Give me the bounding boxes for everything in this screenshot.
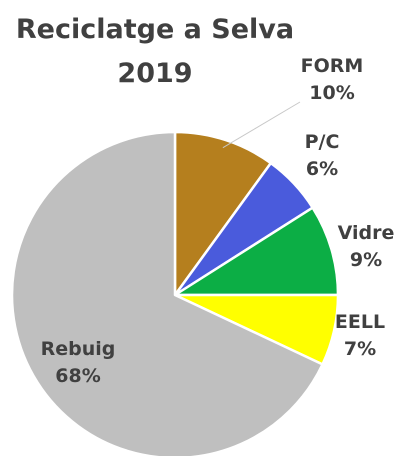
slice-label-name-eell: EELL bbox=[335, 311, 385, 333]
slice-label-value-form: 10% bbox=[309, 82, 354, 104]
pie-slices bbox=[10, 130, 340, 456]
slice-label-name-form: FORM bbox=[301, 55, 364, 77]
slice-label-value-eell: 7% bbox=[344, 338, 376, 360]
slice-label-value-vidre: 9% bbox=[350, 249, 382, 271]
chart-title-line-2: 2019 bbox=[117, 58, 192, 89]
slice-label-name-vidre: Vidre bbox=[338, 222, 395, 244]
pie-slice-vidre bbox=[173, 206, 340, 297]
slice-label-value-rebuig: 68% bbox=[55, 365, 100, 387]
slice-label-value-p-c: 6% bbox=[306, 158, 338, 180]
chart-title-line-1: Reciclatge a Selva bbox=[16, 14, 294, 45]
pie-slice-rebuig bbox=[10, 130, 324, 456]
leader-lines bbox=[222, 101, 301, 149]
chart-title: Reciclatge a Selva 2019 bbox=[16, 14, 294, 89]
leader-line-form bbox=[222, 101, 301, 149]
slice-labels: FORM 10% P/C 6% Vidre 9% EELL 7% Rebuig 68% bbox=[41, 55, 395, 387]
pie-slice-form bbox=[173, 130, 273, 297]
slice-label-name-rebuig: Rebuig bbox=[41, 338, 116, 360]
slice-label-name-p-c: P/C bbox=[305, 131, 340, 153]
